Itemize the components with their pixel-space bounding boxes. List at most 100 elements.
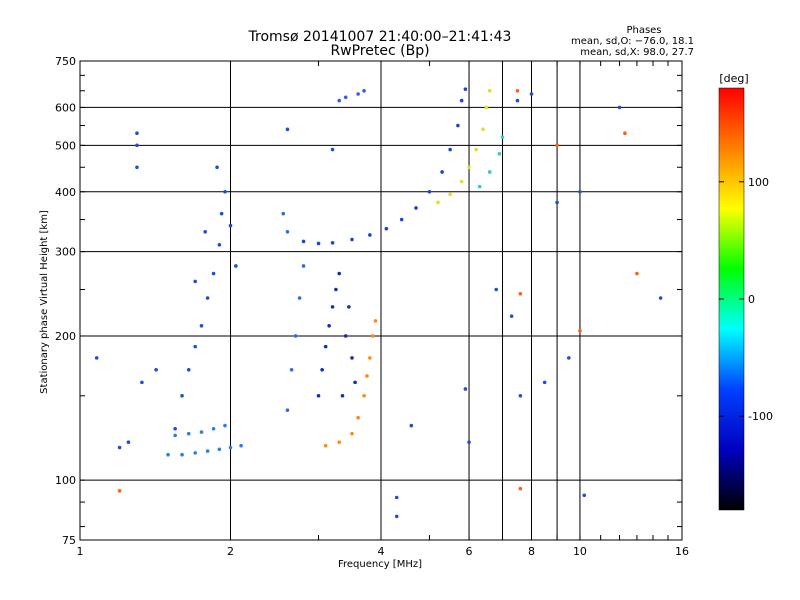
data-point	[529, 92, 534, 96]
data-point	[330, 240, 335, 245]
data-point	[518, 394, 523, 398]
y-tick-label: 200	[55, 330, 76, 343]
x-tick-label: 6	[466, 545, 473, 558]
data-point	[316, 241, 321, 246]
data-point	[173, 433, 177, 438]
x-axis-label: Frequency [MHz]	[338, 559, 422, 570]
data-point	[223, 423, 227, 428]
data-point	[193, 279, 198, 284]
data-point	[362, 88, 366, 93]
data-point	[316, 394, 321, 398]
data-point	[217, 242, 222, 247]
data-point	[205, 296, 210, 300]
data-point	[323, 443, 328, 448]
data-point	[343, 334, 348, 338]
y-tick-label: 100	[55, 474, 76, 487]
data-point	[334, 287, 338, 292]
data-point	[337, 440, 342, 445]
data-point	[463, 87, 468, 91]
data-point	[567, 356, 571, 360]
data-point	[135, 131, 139, 136]
data-point	[228, 223, 233, 228]
data-point	[474, 147, 478, 152]
data-point	[658, 296, 663, 300]
data-point	[500, 135, 505, 139]
data-point	[515, 88, 520, 93]
data-point	[154, 367, 158, 372]
data-point	[135, 165, 139, 170]
chart-subtitle: RwPretec (Bp)	[330, 43, 429, 59]
chart-title: Tromsø 20141007 21:40:00–21:41:43	[248, 29, 512, 45]
data-point	[555, 200, 559, 205]
data-point	[135, 143, 139, 148]
data-point	[350, 356, 354, 360]
data-point	[343, 95, 348, 100]
data-point	[414, 206, 418, 210]
data-point	[186, 367, 191, 372]
tick-labels: 1 2 4 6 8 10 16 75 100 200 300 400 500 600 750	[55, 55, 689, 558]
colorbar-ticks: 100 0 -100	[719, 176, 773, 423]
data-point	[140, 380, 144, 385]
x-tick-label: 8	[528, 545, 535, 558]
data-point	[394, 495, 399, 500]
data-point	[509, 314, 514, 318]
data-point	[193, 344, 198, 349]
data-point	[497, 152, 502, 156]
data-point	[617, 105, 622, 110]
data-point	[327, 324, 331, 328]
data-point	[301, 264, 306, 268]
data-point	[223, 189, 227, 194]
data-point	[555, 143, 559, 148]
data-point	[350, 237, 354, 242]
data-point	[481, 127, 485, 132]
phases-heading: Phases	[626, 25, 661, 36]
data-point	[353, 380, 357, 385]
data-point	[436, 200, 440, 205]
data-point	[459, 98, 464, 103]
data-point	[285, 408, 290, 412]
colorbar-tick-label: -100	[748, 410, 773, 423]
data-point	[301, 239, 306, 244]
data-point	[578, 189, 582, 194]
data-point	[477, 184, 482, 189]
data-point	[180, 452, 184, 457]
data-point	[456, 123, 460, 128]
data-point	[219, 211, 224, 216]
y-tick-label: 600	[55, 101, 76, 114]
data-points	[94, 87, 663, 519]
data-point	[117, 445, 122, 450]
data-point	[399, 217, 404, 222]
phases-x-stats: mean, sd,X: 98.0, 27.7	[580, 47, 694, 58]
data-point	[199, 324, 204, 328]
data-point	[289, 367, 294, 372]
y-tick-label: 500	[55, 139, 76, 152]
data-point	[459, 179, 464, 184]
data-point	[356, 92, 360, 96]
data-point	[320, 367, 324, 372]
data-point	[285, 127, 290, 132]
data-point	[228, 445, 233, 450]
data-point	[582, 493, 587, 498]
data-point	[578, 329, 582, 333]
data-point	[518, 486, 523, 491]
data-point	[323, 344, 328, 349]
x-tick-label: 1	[77, 545, 84, 558]
data-point	[542, 380, 547, 385]
y-tick-label: 300	[55, 246, 76, 259]
colorbar-label: [deg]	[719, 72, 748, 85]
data-point	[365, 374, 369, 378]
y-tick-label: 75	[62, 534, 76, 547]
data-point	[203, 229, 207, 234]
data-point	[234, 264, 238, 268]
data-point	[330, 147, 335, 152]
data-point	[427, 189, 432, 194]
data-point	[356, 415, 360, 420]
data-point	[467, 165, 471, 170]
data-point	[448, 147, 452, 152]
colorbar-tick-label: 100	[748, 176, 769, 189]
x-tick-label: 10	[573, 545, 587, 558]
data-point	[362, 394, 366, 398]
y-tick-label: 750	[55, 55, 76, 68]
grid-lines	[80, 61, 682, 540]
